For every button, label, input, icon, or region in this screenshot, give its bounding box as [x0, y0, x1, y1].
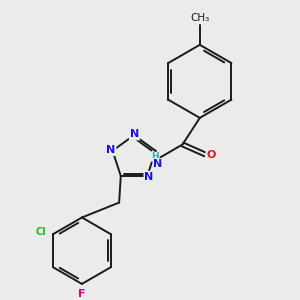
Text: N: N — [144, 172, 154, 182]
Text: F: F — [78, 289, 86, 299]
Text: CH₃: CH₃ — [190, 13, 209, 22]
Text: H: H — [152, 152, 159, 161]
Text: O: O — [206, 150, 216, 160]
Text: Cl: Cl — [35, 227, 46, 237]
Text: N: N — [130, 130, 139, 140]
Text: N: N — [106, 145, 116, 155]
Text: N: N — [153, 159, 163, 169]
